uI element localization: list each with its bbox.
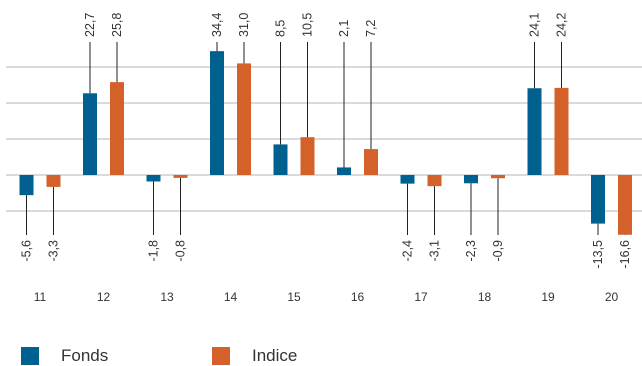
- data-label: -2,3: [464, 240, 478, 262]
- data-label: 22,7: [83, 13, 97, 37]
- bar-indice-18: [491, 175, 505, 179]
- x-tick-label: 13: [160, 290, 174, 304]
- data-label: -0,8: [174, 240, 188, 262]
- bar-indice-14: [237, 63, 251, 175]
- bar-indice-17: [427, 175, 442, 187]
- x-tick-label: 14: [224, 290, 238, 304]
- bar-fonds-14: [210, 51, 224, 175]
- bar-fonds-18: [464, 175, 478, 184]
- chart-legend: Fonds Indice: [0, 340, 642, 365]
- legend-label-fonds: Fonds: [61, 346, 109, 365]
- bar-fonds-17: [400, 175, 415, 184]
- data-label: 31,0: [237, 13, 251, 37]
- data-label: -5,6: [20, 240, 34, 262]
- bar-indice-19: [554, 87, 569, 175]
- bar-fonds-16: [337, 167, 351, 175]
- data-label: -13,5: [591, 240, 605, 269]
- bar-indice-15: [300, 137, 315, 175]
- data-label: -16,6: [618, 240, 632, 269]
- x-tick-label: 18: [478, 290, 492, 304]
- bar-chart: -5,6 -3,3 11 22,7 25,8 12 -1,8 -0,8 13 34,4 31,0 14…: [6, 13, 642, 304]
- legend-label-indice: Indice: [252, 346, 298, 365]
- bar-indice-11: [46, 175, 61, 187]
- bar-indice-16: [364, 149, 378, 175]
- legend-item-fonds: Fonds: [21, 346, 108, 366]
- data-label: -1,8: [147, 240, 161, 262]
- x-tick-label: 12: [97, 290, 111, 304]
- data-label: -2,4: [401, 240, 415, 262]
- x-tick-label: 19: [541, 290, 555, 304]
- bar-indice-12: [110, 82, 124, 175]
- bar-fonds-12: [83, 93, 97, 175]
- legend-item-indice: Indice: [212, 346, 297, 366]
- bar-fonds-19: [527, 88, 542, 175]
- legend-swatch-fonds: [21, 347, 39, 365]
- bar-fonds-15: [273, 144, 288, 175]
- x-tick-label: 17: [414, 290, 428, 304]
- x-tick-label: 11: [34, 290, 47, 304]
- data-label: 25,8: [110, 13, 124, 37]
- data-label: -3,1: [428, 240, 442, 262]
- data-label: 10,5: [301, 13, 315, 37]
- x-tick-label: 16: [351, 290, 365, 304]
- bar-indice-20: [618, 175, 632, 235]
- bar-fonds-20: [591, 175, 605, 224]
- bar-fonds-13: [146, 175, 161, 182]
- bar-indice-13: [173, 175, 188, 178]
- data-label: -3,3: [47, 240, 61, 262]
- data-label: 24,1: [528, 13, 542, 37]
- data-label: 7,2: [364, 20, 378, 37]
- data-label: -0,9: [491, 240, 505, 262]
- data-label: 8,5: [274, 20, 288, 37]
- x-tick-label: 20: [605, 290, 619, 304]
- bar-fonds-11: [19, 175, 34, 196]
- data-label: 24,2: [555, 13, 569, 37]
- data-label: 2,1: [337, 20, 351, 37]
- data-label: 34,4: [210, 13, 224, 37]
- x-tick-label: 15: [287, 290, 301, 304]
- legend-swatch-indice: [212, 347, 230, 365]
